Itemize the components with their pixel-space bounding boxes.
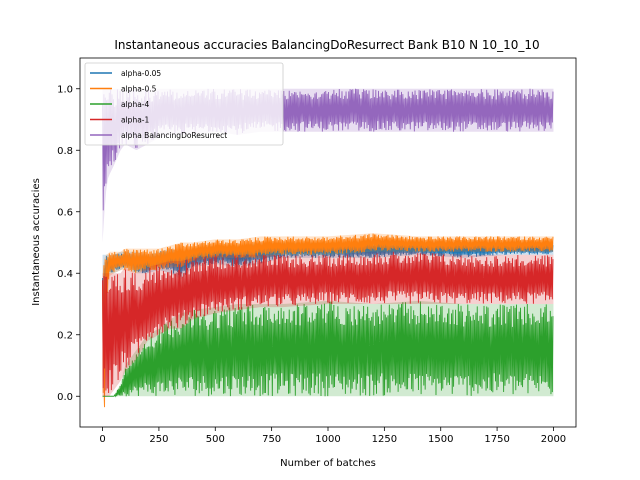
y-tick-label: 0.4 <box>57 269 73 280</box>
x-axis-label: Number of batches <box>280 458 376 469</box>
y-axis-label: Instantaneous accuracies <box>31 178 42 306</box>
x-axis-ticks: 0 250 500 750 1000 1250 1500 1750 2000 <box>99 427 566 445</box>
plot-frame <box>79 57 577 428</box>
chart-title: Instantaneous accuracies BalancingDoResu… <box>114 38 539 52</box>
y-tick-label: 1.0 <box>57 84 73 95</box>
x-tick-label: 250 <box>149 434 168 445</box>
x-tick-label: 1250 <box>372 434 397 445</box>
x-tick-label: 1500 <box>428 434 453 445</box>
legend-label: alpha-4 <box>121 100 149 109</box>
legend-label: alpha-0.05 <box>121 69 161 78</box>
series-line <box>102 242 554 360</box>
x-tick-label: 2000 <box>541 434 566 445</box>
legend-label: alpha BalancingDoResurrect <box>121 131 227 140</box>
series-line <box>102 233 554 408</box>
y-tick-label: 0.0 <box>57 392 73 403</box>
x-tick-label: 1750 <box>484 434 509 445</box>
legend-label: alpha-1 <box>121 116 149 125</box>
x-tick-label: 1000 <box>315 434 340 445</box>
y-axis-ticks: 0.0 0.2 0.4 0.6 0.8 1.0 <box>57 84 80 403</box>
legend-label: alpha-0.5 <box>121 85 157 94</box>
y-tick-label: 0.2 <box>57 330 73 341</box>
series-line <box>102 251 554 393</box>
y-tick-label: 0.6 <box>57 207 73 218</box>
legend-items: alpha-0.05 alpha-0.5 alpha-4 alpha-1 alpha B… <box>90 69 227 140</box>
legend: alpha-0.05 alpha-0.5 alpha-4 alpha-1 alpha B… <box>84 62 284 146</box>
legend-box <box>84 62 284 146</box>
x-tick-label: 500 <box>206 434 225 445</box>
x-tick-label: 750 <box>262 434 281 445</box>
x-tick-label: 0 <box>99 434 105 445</box>
series-alpha-4 <box>102 300 554 398</box>
series-alpha-0-5 <box>102 233 554 409</box>
series-line <box>102 301 554 398</box>
series-alpha-1 <box>102 251 554 397</box>
y-tick-label: 0.8 <box>57 146 73 157</box>
